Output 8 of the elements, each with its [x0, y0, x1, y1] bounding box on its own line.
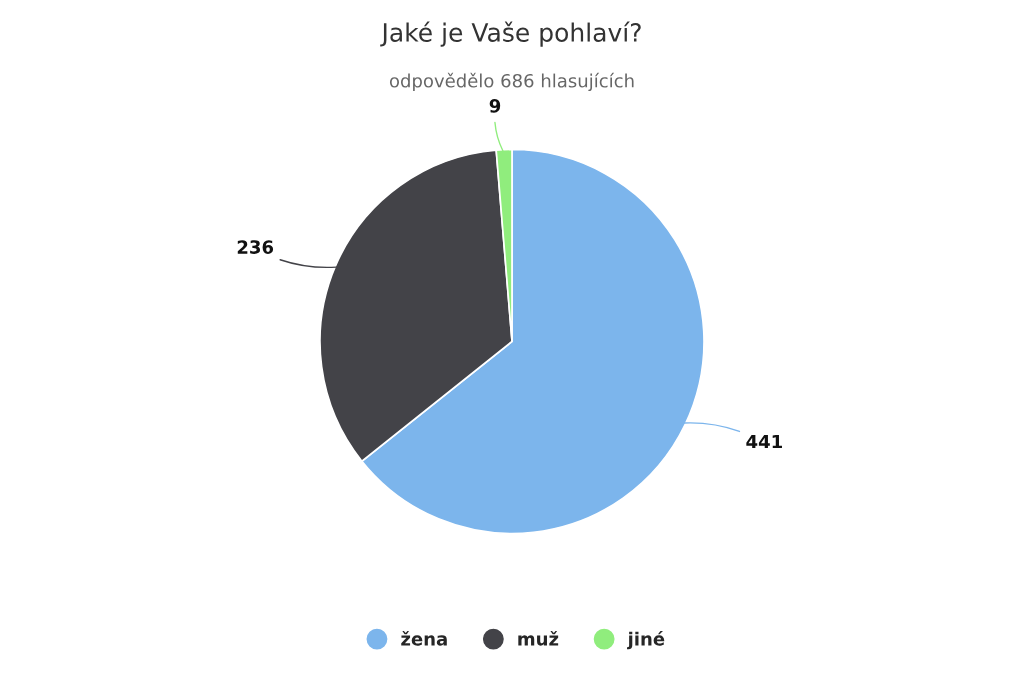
legend-label: jiné: [627, 630, 665, 650]
data-label: 9: [489, 99, 501, 113]
chart-subtitle: odpovědělo 686 hlasujících: [389, 72, 634, 92]
chart-title: Jaké je Vaše pohlaví?: [380, 21, 641, 47]
legend-label: žena: [401, 630, 447, 646]
legend-label: muž: [518, 630, 559, 646]
data-label: 441: [746, 434, 782, 449]
data-label: 236: [237, 240, 274, 254]
